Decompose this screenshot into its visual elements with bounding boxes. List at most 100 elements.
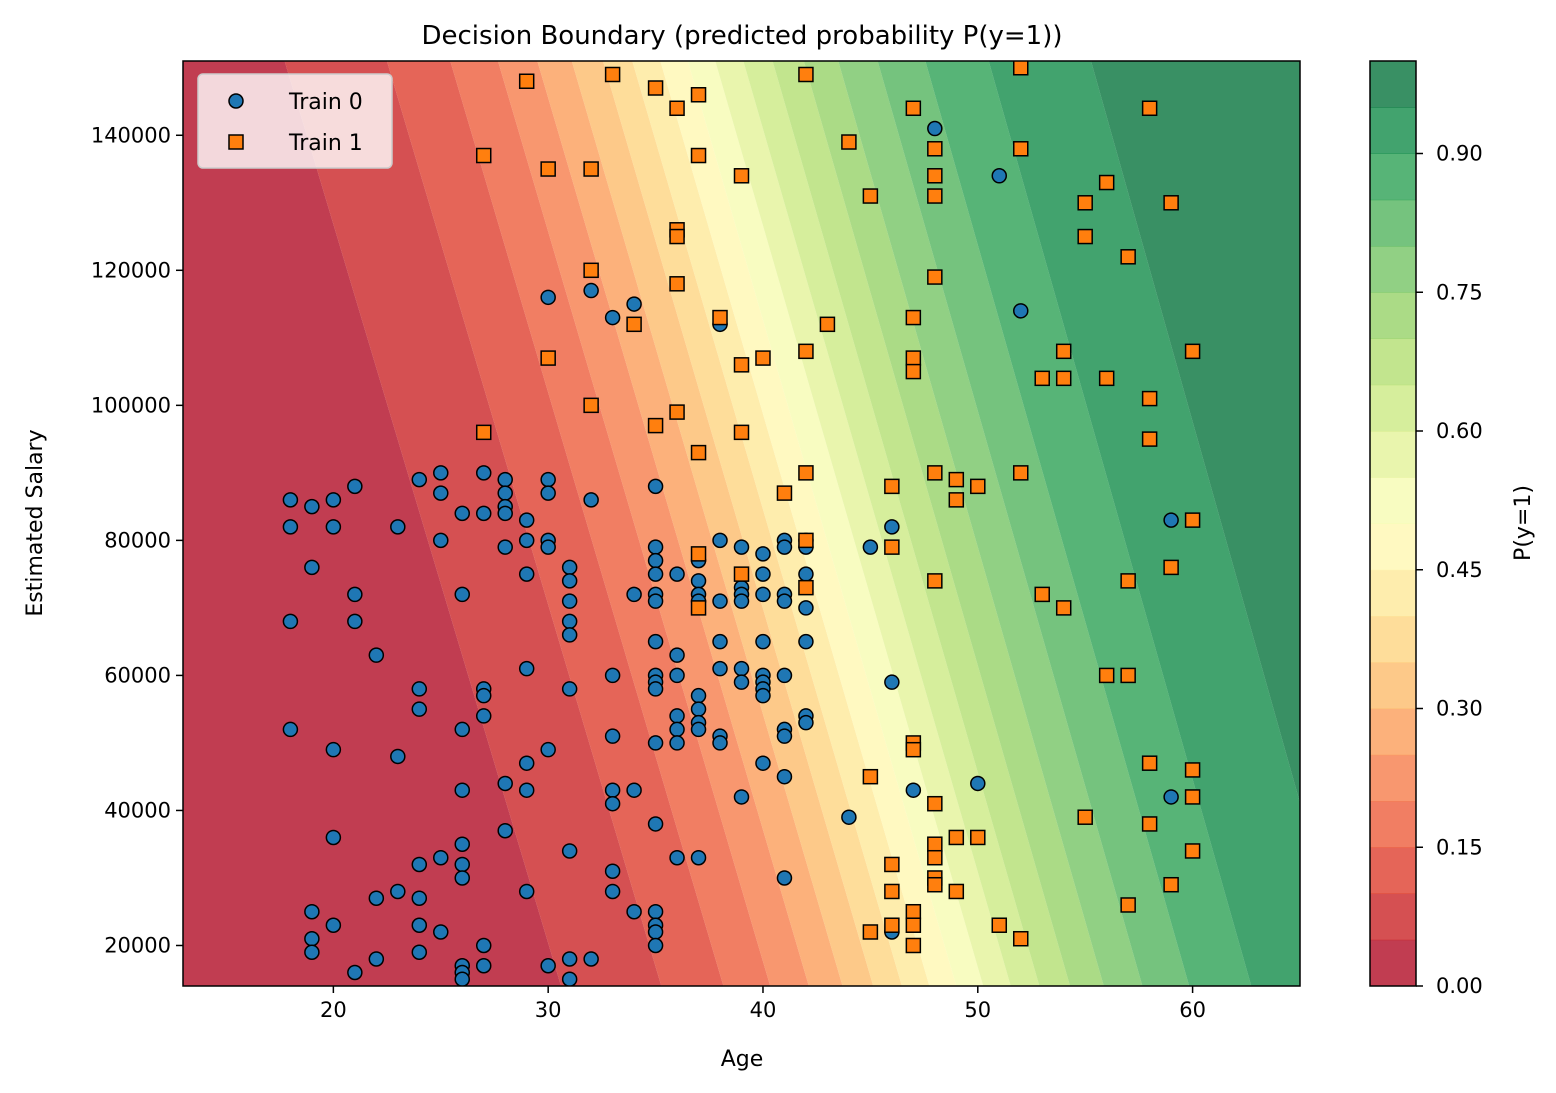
train-0-point <box>561 627 578 643</box>
train-0-point <box>411 681 428 697</box>
train-0-point <box>368 647 385 663</box>
train-0-point <box>647 539 664 555</box>
train-1-point <box>669 276 685 292</box>
colorbar-tick-label: 0.45 <box>1436 558 1483 582</box>
y-axis-label: Estimated Salary <box>23 429 48 616</box>
train-0-point <box>884 519 900 535</box>
train-1-point <box>1141 390 1158 407</box>
train-0-point <box>647 924 664 940</box>
contour-band <box>877 61 1190 986</box>
train-0-point <box>454 586 470 603</box>
train-1-point <box>948 883 965 900</box>
train-0-point <box>755 687 771 704</box>
y-tick-label: 20000 <box>104 933 171 957</box>
train-0-point <box>540 539 556 555</box>
train-0-point <box>518 532 535 549</box>
train-0-point <box>561 613 578 630</box>
train-0-point <box>304 930 320 947</box>
train-1-point <box>1013 465 1029 481</box>
train-1-point <box>1034 586 1050 603</box>
train-0-point <box>755 566 771 582</box>
y-tick-label: 60000 <box>104 663 171 687</box>
train-1-point <box>905 363 922 380</box>
contour-band <box>284 61 662 986</box>
train-1-point <box>798 465 814 481</box>
legend: Train 0 Train 1 <box>197 73 393 169</box>
train-0-point <box>733 674 750 690</box>
y-tick-label: 40000 <box>104 798 171 822</box>
train-0-point <box>561 573 578 589</box>
train-0-point <box>475 957 492 974</box>
train-0-point <box>561 681 578 697</box>
train-0-point <box>411 944 428 960</box>
train-1-point <box>905 741 922 758</box>
train-0-point <box>798 566 814 582</box>
train-1-point <box>927 269 943 285</box>
train-0-point <box>583 492 599 508</box>
train-1-point <box>927 168 943 184</box>
train-1-point <box>1163 195 1179 211</box>
train-1-point <box>927 876 943 893</box>
train-1-point <box>1077 228 1093 245</box>
train-1-point <box>1013 141 1029 157</box>
train-0-point <box>433 532 449 549</box>
train-1-point <box>1120 573 1136 589</box>
train-1-point <box>712 309 728 326</box>
train-0-point <box>497 822 513 839</box>
train-0-point <box>475 687 492 704</box>
colorbar-label: P(y=1) <box>1511 485 1536 561</box>
train-0-point <box>712 593 728 609</box>
train-0-point <box>497 471 513 488</box>
contour-band <box>450 61 771 986</box>
train-0-point <box>368 951 385 967</box>
x-tick-label: 20 <box>320 998 347 1022</box>
train-0-point <box>454 870 470 886</box>
plot-area <box>183 61 1300 986</box>
train-0-point <box>712 532 728 549</box>
train-0-point <box>690 687 707 704</box>
colorbar-band <box>1370 893 1416 941</box>
train-0-point <box>325 917 342 933</box>
train-1-point <box>1055 600 1072 616</box>
train-0-point <box>669 735 685 751</box>
train-0-point <box>712 735 728 751</box>
train-0-point <box>390 883 406 900</box>
colorbar-band <box>1370 801 1416 848</box>
train-0-point <box>776 667 793 684</box>
y-axis-ticks: 20000 40000 60000 80000 100000 120000 140000 <box>91 123 183 957</box>
train-0-point <box>841 809 857 825</box>
train-0-point <box>304 944 320 960</box>
train-0-point <box>690 701 707 717</box>
train-1-point <box>733 168 750 184</box>
train-0-point <box>561 593 578 609</box>
train-0-point <box>282 519 299 535</box>
train-1-point <box>927 141 943 157</box>
train-1-point <box>1034 370 1050 387</box>
train-0-point <box>927 120 943 137</box>
train-1-point <box>1098 370 1115 387</box>
train-1-point <box>540 161 556 177</box>
train-0-point <box>1163 789 1179 805</box>
train-1-point <box>905 350 922 366</box>
contour-band <box>925 61 1252 986</box>
train-1-point <box>905 100 922 117</box>
train-0-point <box>690 721 707 738</box>
colorbar-band <box>1370 847 1416 894</box>
colorbar-band <box>1370 153 1416 201</box>
train-0-point <box>561 559 578 576</box>
train-0-point <box>1013 303 1029 319</box>
train-0-point <box>647 593 664 609</box>
train-1-point <box>905 903 922 920</box>
train-1-point <box>1141 100 1158 117</box>
train-0-point <box>325 741 342 758</box>
train-0-point <box>776 870 793 886</box>
train-1-point <box>1141 431 1158 447</box>
colorbar-band <box>1370 199 1416 247</box>
contour-band <box>838 61 1143 986</box>
train-1-point <box>1013 930 1029 947</box>
train-0-point <box>669 667 685 684</box>
colorbar-frame <box>1369 60 1417 987</box>
train-1-point <box>669 404 685 420</box>
train-0-point <box>755 546 771 562</box>
train-0-point <box>454 836 470 852</box>
